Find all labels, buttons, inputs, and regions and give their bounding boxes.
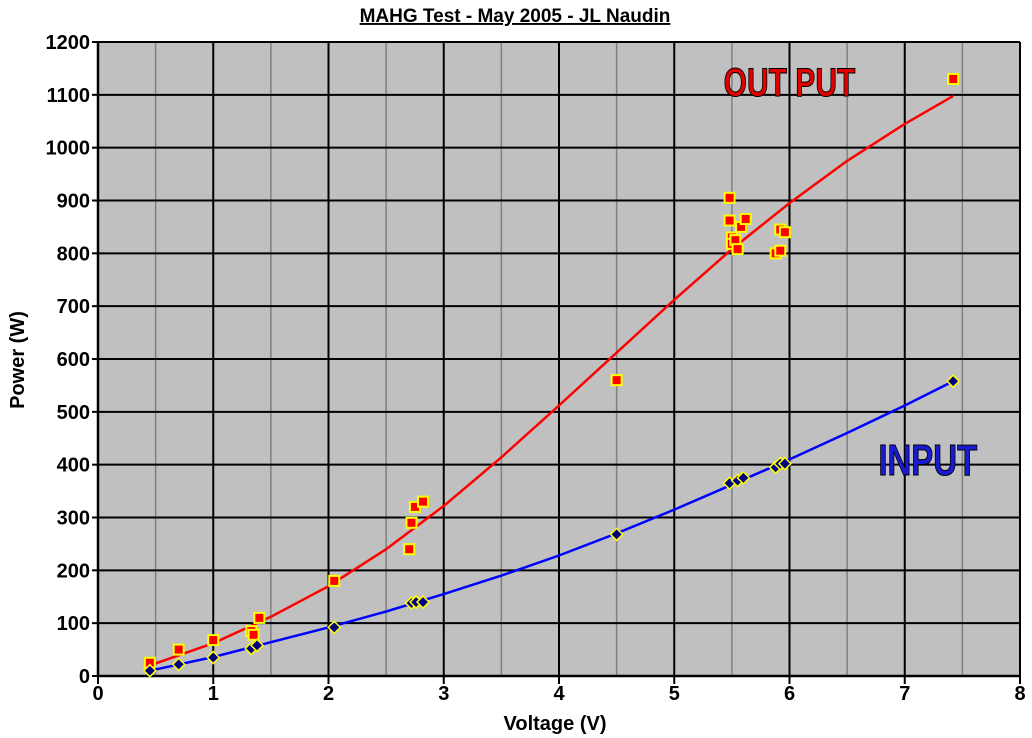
input-data-point	[777, 456, 792, 471]
input-data-point	[142, 663, 157, 678]
y-axis-label: Power (W)	[7, 311, 29, 409]
y-tick-label: 800	[57, 243, 90, 265]
out-put-data-point	[328, 574, 341, 587]
out-put-data-point	[403, 543, 416, 556]
x-axis-label: Voltage (V)	[504, 713, 607, 735]
y-tick-label: 0	[79, 666, 90, 688]
y-tick-label: 1000	[46, 138, 91, 160]
out-put-data-point	[172, 643, 185, 656]
out-put-data-point	[405, 516, 418, 529]
input-data-point	[609, 527, 624, 542]
x-tick-label: 3	[438, 683, 449, 705]
out-put-annotation: OUT PUT	[724, 61, 856, 105]
input-data-point	[249, 638, 265, 653]
x-tick-label: 6	[784, 683, 795, 705]
input-data-point	[415, 594, 431, 610]
out-put-data-point	[739, 212, 752, 225]
out-put-data-point	[723, 214, 736, 227]
x-tick-label: 5	[669, 683, 680, 705]
x-tick-label: 1	[208, 683, 219, 705]
out-put-data-point	[947, 72, 960, 85]
y-tick-label: 500	[57, 402, 90, 424]
input-data-point	[171, 657, 186, 672]
x-tick-label: 2	[323, 683, 334, 705]
out-put-data-point	[731, 243, 744, 256]
out-put-trend-line	[149, 94, 954, 667]
input-data-point	[327, 620, 342, 635]
out-put-data-point	[253, 611, 266, 624]
out-put-data-point	[778, 226, 791, 239]
y-tick-label: 600	[57, 349, 90, 371]
out-put-data-point	[417, 495, 430, 508]
out-put-data-point	[774, 244, 787, 257]
input-data-point	[736, 470, 751, 485]
y-tick-label: 200	[57, 560, 90, 582]
y-tick-label: 1100	[47, 85, 90, 107]
out-put-data-point	[723, 191, 736, 204]
x-tick-label: 4	[553, 683, 565, 705]
y-tick-label: 1200	[46, 32, 91, 54]
input-data-point	[946, 374, 961, 389]
input-data-point	[206, 650, 221, 665]
input-annotation: INPUT	[878, 437, 977, 486]
y-tick-label: 400	[57, 455, 90, 477]
y-tick-label: 300	[57, 508, 90, 530]
y-tick-label: 700	[57, 296, 90, 318]
y-tick-label: 100	[57, 613, 90, 635]
input-trend-line	[149, 380, 954, 672]
chart-title: MAHG Test - May 2005 - JL Naudin	[360, 6, 671, 27]
x-tick-label: 7	[899, 683, 910, 705]
out-put-data-point	[247, 628, 260, 641]
out-put-data-point	[610, 374, 623, 387]
x-tick-label: 0	[92, 683, 103, 705]
out-put-data-point	[207, 634, 220, 647]
plot-area: 0 1 2 3 4 5 6 7 8 0 100 200 300 400 500 600 700 800 900 100…	[46, 32, 1026, 705]
x-tick-label: 8	[1014, 683, 1025, 705]
y-tick-label: 900	[57, 191, 90, 213]
